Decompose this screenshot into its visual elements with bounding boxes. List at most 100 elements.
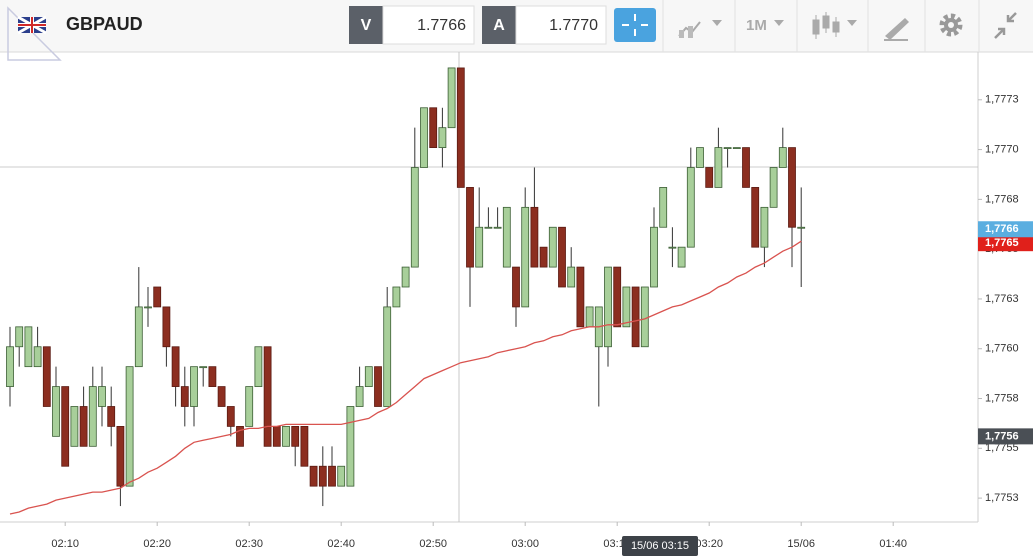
- candle-body: [162, 306, 171, 348]
- candle-body: [254, 346, 263, 387]
- candle-body: [217, 386, 226, 407]
- candle-body: [475, 226, 484, 268]
- candle-body: [190, 366, 198, 407]
- candle-body: [640, 286, 649, 348]
- candle-body: [355, 386, 364, 407]
- ask-button[interactable]: [482, 6, 516, 44]
- candle-body: [98, 386, 106, 407]
- candle-body: [769, 167, 778, 208]
- settings-button[interactable]: [939, 13, 963, 37]
- candle-body: [622, 286, 631, 328]
- bid-price: 1.7766: [417, 17, 466, 34]
- candle-body: [208, 366, 217, 387]
- ask-label: A: [493, 17, 505, 34]
- candle-body: [456, 67, 465, 188]
- candle-body: [88, 386, 97, 447]
- price-label: 1,7766: [985, 223, 1019, 235]
- collapse-button[interactable]: [994, 12, 1017, 39]
- candle-body: [245, 386, 254, 427]
- crosshair-label-box: [622, 536, 698, 556]
- candle-body: [420, 107, 428, 168]
- candle-body: [447, 67, 456, 129]
- moving-average-line: [9, 240, 802, 515]
- candle-body: [530, 206, 539, 268]
- candle-body: [668, 246, 677, 249]
- candle-body: [125, 366, 134, 487]
- candle-body: [502, 206, 511, 268]
- candle-body: [6, 346, 14, 387]
- candle-body: [493, 226, 502, 229]
- crosshair-label: 15/06 03:15: [631, 540, 689, 552]
- y-tick-label: 1,7770: [985, 143, 1019, 155]
- candle-body: [42, 346, 51, 407]
- x-tick-label: 02:10: [51, 538, 79, 550]
- candle-body: [282, 426, 290, 447]
- candle-body: [429, 107, 438, 148]
- candle-body: [797, 226, 806, 229]
- candle-body: [410, 167, 419, 268]
- x-tick-label: 03:00: [511, 538, 539, 550]
- dropdown-arrow: [774, 20, 784, 26]
- candle-body: [539, 246, 548, 268]
- candle-body: [705, 167, 714, 188]
- chart-type-button[interactable]: [678, 20, 722, 38]
- candle-body: [686, 167, 695, 248]
- x-tick-label: 02:30: [235, 538, 263, 550]
- x-tick-label: 03:20: [695, 538, 723, 550]
- candle-body: [760, 206, 769, 248]
- candle-body: [512, 266, 520, 308]
- candle-body: [466, 187, 474, 268]
- candle-body: [438, 127, 447, 148]
- y-tick-label: 1,7753: [985, 492, 1019, 504]
- candle-body: [116, 426, 125, 487]
- price-label: 1,7756: [985, 430, 1019, 442]
- candle-body: [383, 306, 392, 407]
- x-tick-label: 02:40: [327, 538, 355, 550]
- corner-mark: [7, 6, 62, 61]
- draw-button[interactable]: [884, 18, 909, 41]
- candle-body: [576, 266, 585, 328]
- candle-body: [263, 346, 272, 447]
- candle-body: [153, 286, 162, 308]
- candle-body: [374, 366, 382, 407]
- candle-body: [272, 426, 281, 447]
- candle-body: [52, 386, 60, 437]
- y-tick-label: 1,7760: [985, 343, 1019, 355]
- candle-body: [742, 147, 750, 188]
- candle-body: [328, 465, 336, 487]
- bid-button[interactable]: [349, 6, 383, 44]
- price-label-box: [978, 221, 1033, 238]
- ask-price: 1.7770: [549, 17, 598, 34]
- candle-body: [226, 406, 235, 427]
- candle-body: [364, 366, 373, 387]
- x-tick-label: 02:50: [419, 538, 447, 550]
- y-tick-label: 1,7758: [985, 392, 1019, 404]
- candle-body: [677, 246, 686, 268]
- candle-body: [484, 226, 493, 229]
- y-tick-label: 1,7773: [985, 94, 1019, 106]
- candle-body: [778, 147, 787, 168]
- candle-body: [33, 346, 42, 368]
- y-tick-label: 1,7768: [985, 193, 1019, 205]
- candle-body: [79, 406, 88, 447]
- candle-body: [309, 465, 318, 487]
- candle-body: [15, 326, 24, 348]
- candle-body: [180, 386, 189, 407]
- candle-body: [346, 406, 355, 487]
- candle-body: [199, 366, 208, 369]
- candle-body: [61, 386, 70, 467]
- candle-body: [318, 465, 327, 487]
- symbol: GBPAUD: [66, 14, 143, 34]
- candle-body: [558, 226, 566, 288]
- bid-label: V: [361, 17, 372, 34]
- candle-body: [171, 346, 180, 387]
- overlay: 15/06 03:15 1,7765 1,7766 1,7756: [622, 221, 1033, 556]
- candle-body: [696, 147, 704, 168]
- candle-style-button[interactable]: [812, 12, 857, 39]
- y-tick-label: 1,7763: [985, 293, 1019, 305]
- timeframe-button[interactable]: 1M: [746, 17, 767, 34]
- candle-body: [392, 286, 401, 308]
- plot: 1,7773 1,7770 1,7768 1,7765 1,7763 1,7760 1,77…: [6, 67, 1019, 550]
- bid-box: [382, 5, 475, 45]
- crosshair-button[interactable]: [614, 8, 656, 42]
